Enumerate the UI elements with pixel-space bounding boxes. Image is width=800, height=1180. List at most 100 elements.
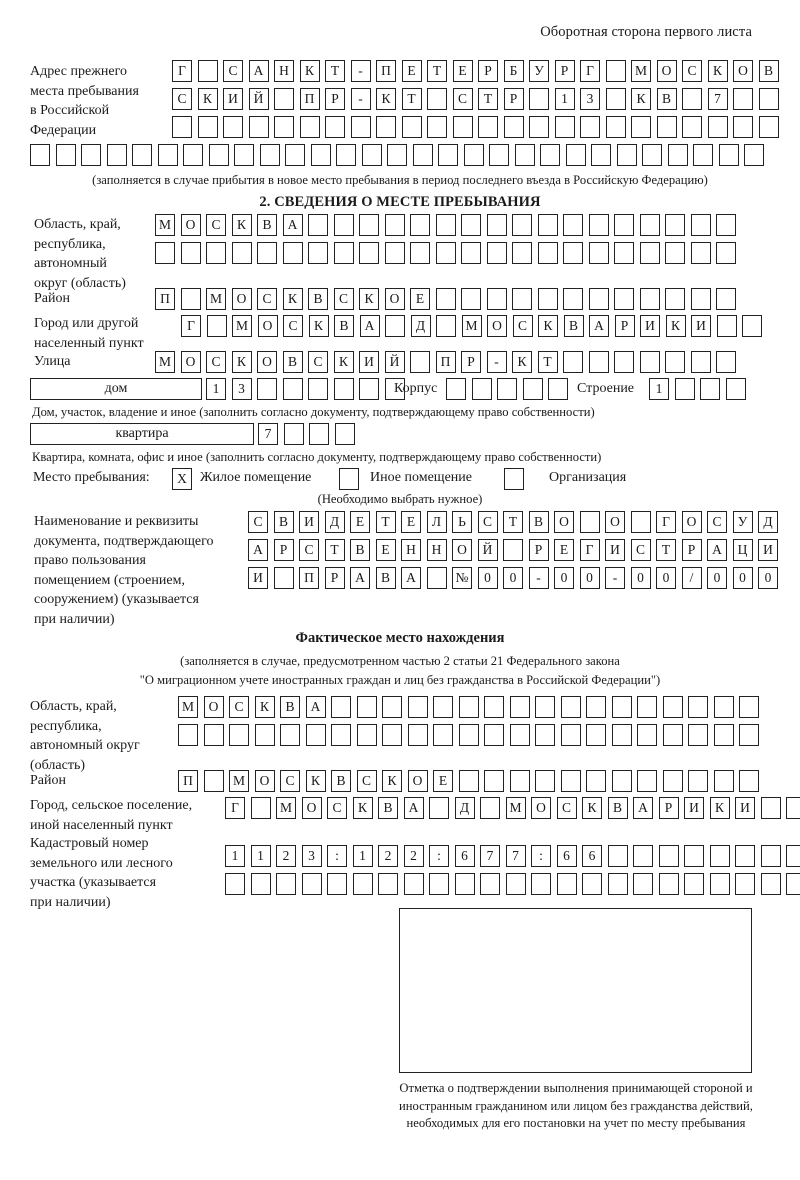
char-cell[interactable]: 0 xyxy=(656,567,676,589)
char-cell[interactable]: Н xyxy=(401,539,421,561)
char-cell[interactable] xyxy=(512,242,532,264)
char-cell[interactable] xyxy=(665,242,685,264)
previous-address-row-3[interactable] xyxy=(172,116,779,138)
char-cell[interactable]: С xyxy=(223,60,243,82)
char-cell[interactable] xyxy=(484,770,504,792)
char-cell[interactable]: В xyxy=(350,539,370,561)
char-cell[interactable] xyxy=(308,378,328,400)
char-cell[interactable] xyxy=(407,696,428,718)
char-cell[interactable]: К xyxy=(707,60,728,82)
region-row-2[interactable] xyxy=(155,242,736,264)
char-cell[interactable] xyxy=(484,724,504,746)
confirmation-stamp-box[interactable] xyxy=(399,908,752,1073)
checkbox-residential[interactable]: X xyxy=(172,468,192,490)
char-cell[interactable] xyxy=(336,144,356,166)
char-cell[interactable] xyxy=(667,144,688,166)
char-cell[interactable]: С xyxy=(333,288,354,310)
char-cell[interactable] xyxy=(709,873,730,895)
char-cell[interactable]: В xyxy=(282,351,303,373)
char-cell[interactable] xyxy=(503,116,524,138)
char-cell[interactable]: Р xyxy=(325,88,345,110)
char-cell[interactable]: К xyxy=(305,770,326,792)
char-cell[interactable]: - xyxy=(350,60,371,82)
char-cell[interactable] xyxy=(713,724,734,746)
char-cell[interactable]: С xyxy=(356,770,377,792)
char-cell[interactable]: В xyxy=(334,315,354,337)
char-cell[interactable] xyxy=(285,144,305,166)
char-cell[interactable]: Р xyxy=(273,539,294,561)
char-cell[interactable]: А xyxy=(633,797,653,819)
char-cell[interactable] xyxy=(690,214,711,236)
char-cell[interactable] xyxy=(614,288,634,310)
char-cell[interactable]: К xyxy=(538,315,558,337)
char-cell[interactable]: Р xyxy=(324,567,345,589)
char-cell[interactable]: О xyxy=(203,696,224,718)
char-cell[interactable] xyxy=(716,214,736,236)
char-cell[interactable] xyxy=(642,144,662,166)
char-cell[interactable]: 0 xyxy=(707,567,727,589)
char-cell[interactable] xyxy=(438,144,458,166)
char-cell[interactable]: Г xyxy=(580,60,600,82)
char-cell[interactable]: А xyxy=(403,797,424,819)
char-cell[interactable] xyxy=(563,242,583,264)
char-cell[interactable]: М xyxy=(505,797,526,819)
char-cell[interactable] xyxy=(512,214,532,236)
char-cell[interactable] xyxy=(522,378,543,400)
char-cell[interactable]: 2 xyxy=(403,845,424,867)
char-cell[interactable]: В xyxy=(273,511,294,533)
cadastre-row-2[interactable] xyxy=(225,873,800,895)
char-cell[interactable]: Б xyxy=(503,60,524,82)
char-cell[interactable]: С xyxy=(308,351,328,373)
char-cell[interactable]: Г xyxy=(579,539,600,561)
char-cell[interactable] xyxy=(410,214,430,236)
char-cell[interactable] xyxy=(458,724,479,746)
char-cell[interactable] xyxy=(658,873,679,895)
char-cell[interactable]: К xyxy=(582,797,602,819)
char-cell[interactable]: 7 xyxy=(707,88,728,110)
char-cell[interactable]: 3 xyxy=(301,845,322,867)
char-cell[interactable]: 6 xyxy=(582,845,602,867)
char-cell[interactable]: П xyxy=(435,351,456,373)
char-cell[interactable]: О xyxy=(231,288,252,310)
char-cell[interactable]: К xyxy=(197,88,218,110)
char-cell[interactable]: 0 xyxy=(477,567,498,589)
char-cell[interactable] xyxy=(742,315,762,337)
char-cell[interactable]: В xyxy=(280,696,300,718)
char-cell[interactable]: У xyxy=(732,511,753,533)
char-cell[interactable] xyxy=(435,214,456,236)
char-cell[interactable]: Т xyxy=(401,88,422,110)
char-cell[interactable]: П xyxy=(299,567,319,589)
char-cell[interactable]: Р xyxy=(658,797,679,819)
char-cell[interactable] xyxy=(588,242,609,264)
char-cell[interactable] xyxy=(662,696,683,718)
char-cell[interactable]: М xyxy=(232,315,252,337)
char-cell[interactable] xyxy=(735,845,755,867)
char-cell[interactable] xyxy=(760,845,781,867)
char-cell[interactable] xyxy=(55,144,76,166)
char-cell[interactable]: В xyxy=(607,797,628,819)
char-cell[interactable] xyxy=(586,696,606,718)
char-cell[interactable] xyxy=(387,144,407,166)
char-cell[interactable] xyxy=(605,88,626,110)
char-cell[interactable]: Т xyxy=(503,511,523,533)
char-cell[interactable]: С xyxy=(556,797,577,819)
char-cell[interactable] xyxy=(361,144,382,166)
char-cell[interactable] xyxy=(758,88,779,110)
char-cell[interactable] xyxy=(616,144,637,166)
char-cell[interactable] xyxy=(760,797,781,819)
char-cell[interactable]: С xyxy=(206,214,226,236)
char-cell[interactable]: М xyxy=(229,770,249,792)
char-cell[interactable]: 1 xyxy=(206,378,226,400)
char-cell[interactable]: О xyxy=(254,770,275,792)
checkbox-other-premises[interactable] xyxy=(339,468,359,490)
char-cell[interactable] xyxy=(331,724,351,746)
char-cell[interactable]: О xyxy=(733,60,753,82)
char-cell[interactable] xyxy=(172,116,192,138)
char-cell[interactable]: О xyxy=(180,214,201,236)
char-cell[interactable]: Р xyxy=(528,539,549,561)
char-cell[interactable]: К xyxy=(352,797,373,819)
char-cell[interactable] xyxy=(334,423,355,445)
